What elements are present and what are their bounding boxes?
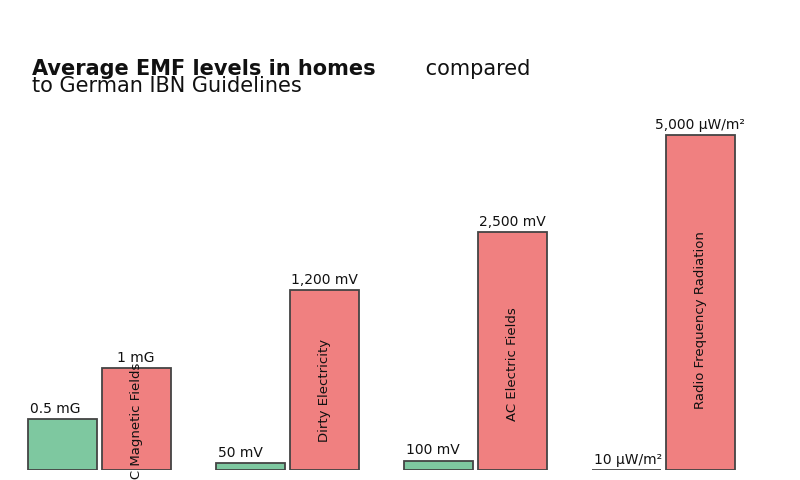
Text: Radio Frequency Radiation: Radio Frequency Radiation	[694, 231, 706, 408]
Text: 2,500 mV: 2,500 mV	[478, 215, 546, 229]
Text: 1 mG: 1 mG	[118, 350, 155, 364]
Text: 0.5 mG: 0.5 mG	[30, 401, 81, 415]
Bar	[478, 233, 546, 470]
Text: 1,200 mV: 1,200 mV	[290, 272, 358, 286]
Text: 10 μW/m²: 10 μW/m²	[594, 452, 662, 466]
Text: Average EMF levels in homes: Average EMF levels in homes	[31, 59, 375, 79]
Text: compared: compared	[419, 59, 530, 79]
Text: AC Magnetic Fields: AC Magnetic Fields	[130, 362, 142, 480]
Bar	[28, 419, 97, 470]
Text: 50 mV: 50 mV	[218, 444, 263, 458]
Text: Dirty Electricity: Dirty Electricity	[318, 338, 330, 441]
Text: AC Electric Fields: AC Electric Fields	[506, 307, 518, 420]
Text: to German IBN Guidelines: to German IBN Guidelines	[31, 75, 302, 96]
Bar	[216, 463, 285, 470]
Text: 100 mV: 100 mV	[406, 443, 460, 456]
Bar	[102, 368, 170, 470]
Text: 5,000 μW/m²: 5,000 μW/m²	[655, 118, 745, 132]
Bar	[404, 461, 473, 470]
Bar	[666, 136, 734, 470]
Bar	[290, 290, 358, 470]
